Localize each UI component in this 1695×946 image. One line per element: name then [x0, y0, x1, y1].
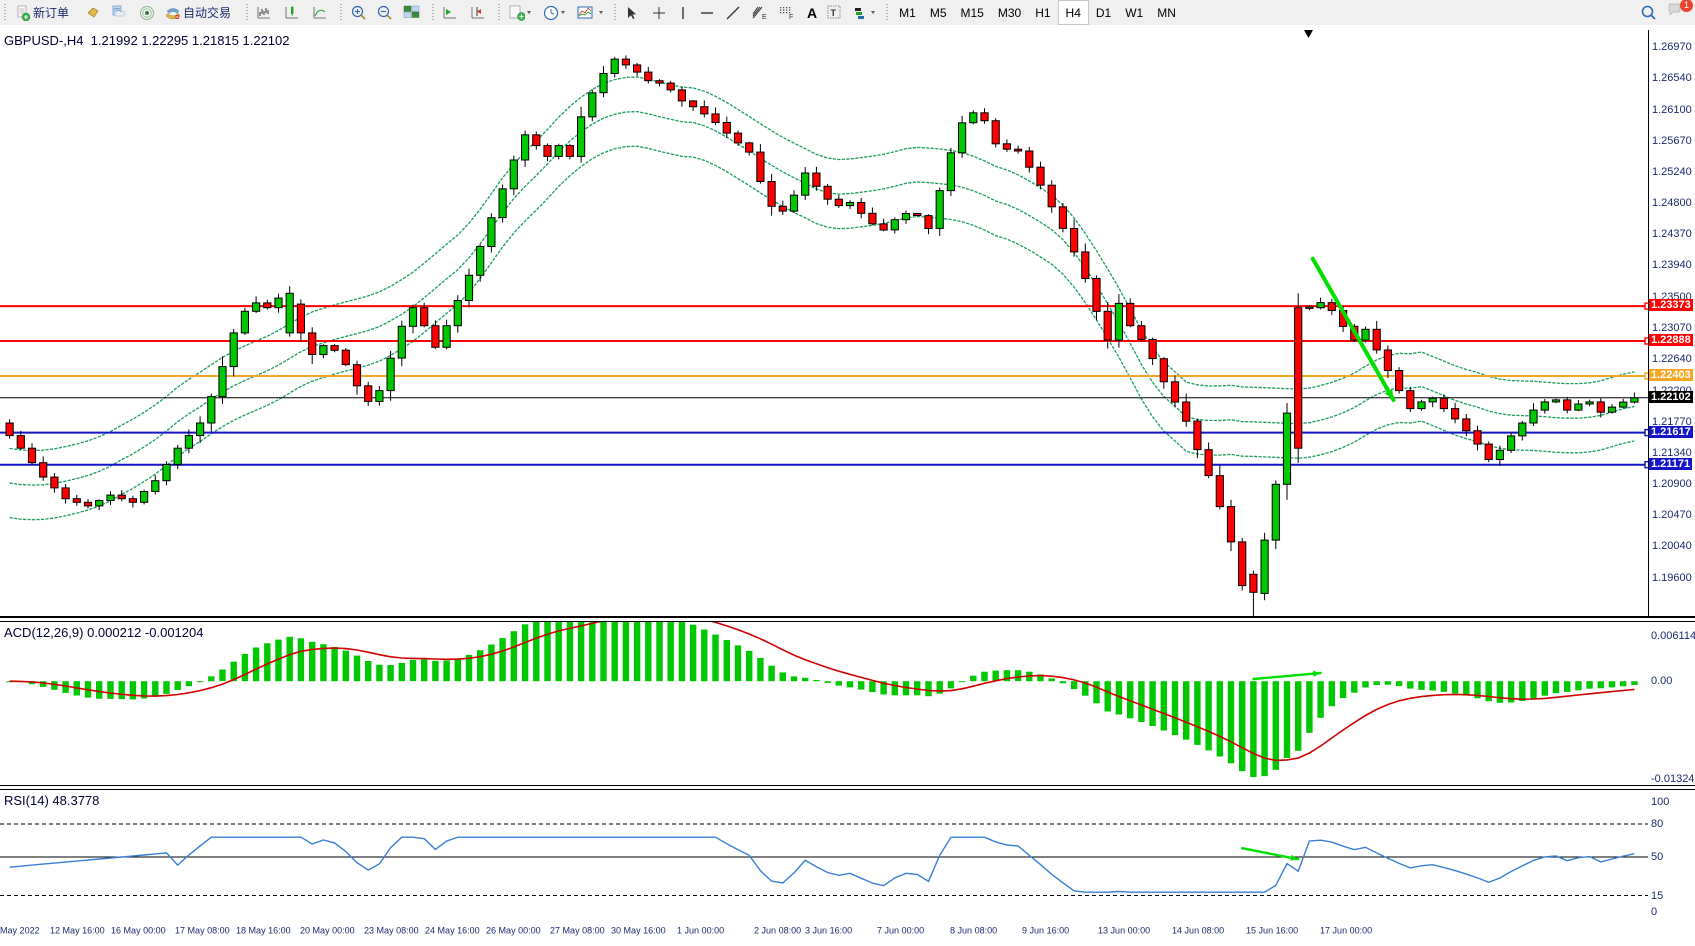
svg-text:E: E	[762, 14, 767, 21]
svg-text:T: T	[831, 8, 837, 18]
svg-text:F: F	[789, 14, 793, 21]
